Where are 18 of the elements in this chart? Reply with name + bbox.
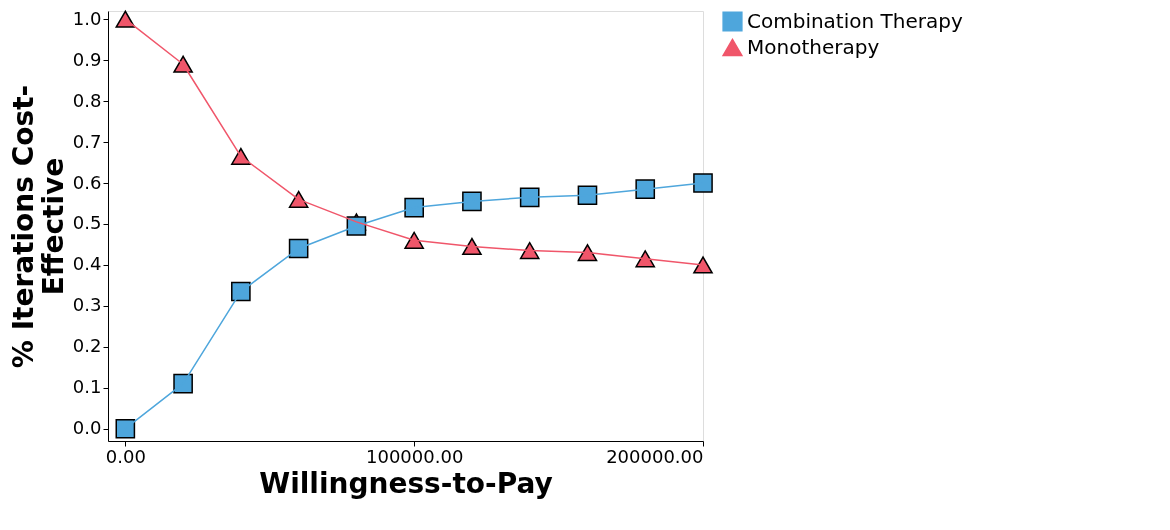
y-tick-label: 0.3 <box>72 294 102 316</box>
y-tick-label: 0.8 <box>72 89 102 111</box>
x-tick-label: 0.00 <box>105 445 146 467</box>
y-tick-label: 0.9 <box>72 48 102 70</box>
y-tick-label: 0.6 <box>72 171 102 193</box>
y-tick-label: 0.5 <box>72 212 102 234</box>
legend-label: Monotherapy <box>747 34 880 59</box>
x-axis-title: Willingness-to-Pay <box>259 466 553 500</box>
y-tick-label: 0.1 <box>72 376 102 398</box>
y-tick-label: 0.0 <box>72 417 102 439</box>
y-tick-label: 0.4 <box>72 253 102 275</box>
y-tick-label: 0.2 <box>72 335 102 357</box>
legend-label: Combination Therapy <box>747 8 963 33</box>
x-tick-label: 200000.00 <box>606 445 704 467</box>
y-tick-label: 0.7 <box>72 130 102 152</box>
y-axis-title: % Iterations Cost-Effective <box>6 84 70 369</box>
y-tick-label: 1.0 <box>72 7 102 29</box>
x-tick-label: 100000.00 <box>365 445 464 467</box>
